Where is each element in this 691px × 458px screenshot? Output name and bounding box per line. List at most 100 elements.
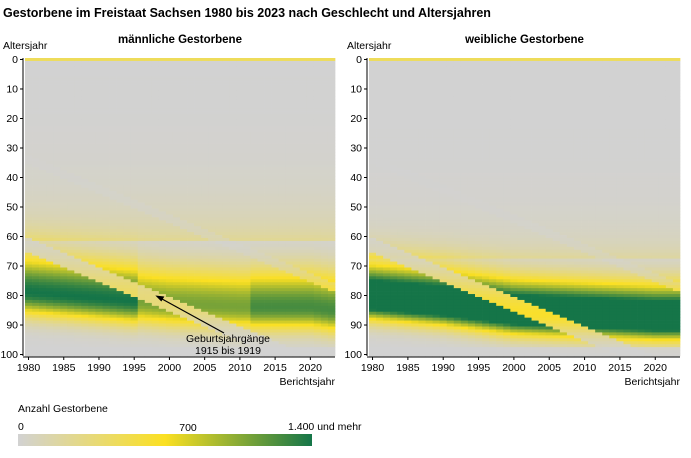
heat-cell — [158, 264, 167, 268]
heat-cell — [172, 211, 181, 215]
heat-cell — [180, 240, 188, 245]
heat-cell — [60, 232, 68, 236]
heat-cell — [46, 93, 54, 97]
heat-cell — [369, 350, 377, 354]
heat-cell — [81, 164, 89, 168]
heat-cell — [172, 152, 181, 156]
heat-cell — [158, 211, 167, 215]
heat-cell — [313, 223, 322, 227]
y-tick-label: 80 — [6, 290, 18, 302]
heat-cell — [278, 205, 287, 209]
heat-cell — [102, 102, 110, 106]
heat-cell — [292, 66, 301, 71]
heat-cell — [369, 211, 377, 215]
heat-cell — [39, 102, 47, 106]
heat-cell — [327, 264, 336, 268]
heat-cell — [53, 276, 61, 280]
heat-cell — [201, 285, 209, 289]
heat-cell — [383, 111, 391, 115]
heat-cell — [151, 240, 160, 245]
heat-cell — [215, 320, 223, 324]
heat-cell — [390, 143, 398, 147]
heat-cell — [130, 149, 139, 153]
heat-cell — [46, 167, 54, 171]
heat-cell — [144, 267, 153, 271]
heat-cell — [102, 323, 110, 327]
heat-cell — [137, 350, 146, 354]
heat-cell — [383, 202, 391, 206]
heat-cell — [306, 119, 315, 124]
heat-cell — [67, 341, 75, 345]
heat-cell — [201, 60, 209, 65]
heat-cell — [397, 161, 405, 165]
heat-cell — [39, 196, 47, 200]
heat-cell — [172, 187, 181, 192]
heat-cell — [383, 226, 391, 230]
heat-cell — [271, 229, 279, 233]
heat-cell — [397, 60, 405, 65]
heat-cell — [257, 276, 265, 280]
heat-cell — [144, 323, 153, 327]
heat-cell — [222, 93, 230, 97]
heat-cell — [229, 131, 237, 136]
heat-cell — [88, 296, 96, 301]
heat-cell — [67, 211, 75, 215]
heat-cell — [376, 267, 384, 271]
heat-cell — [271, 125, 279, 130]
heat-cell — [53, 288, 61, 292]
heat-cell — [222, 323, 230, 327]
heat-cell — [25, 205, 33, 209]
heat-cell — [88, 117, 96, 121]
heat-cell — [158, 184, 167, 189]
heat-cell — [215, 240, 223, 245]
heat-cell — [369, 240, 377, 245]
heat-cell — [313, 205, 322, 209]
heat-cell — [130, 294, 139, 298]
heat-cell — [299, 105, 308, 109]
heat-cell — [313, 137, 322, 141]
heat-cell — [39, 296, 47, 301]
heat-cell — [201, 181, 209, 186]
heat-cell — [306, 338, 315, 342]
heat-cell — [320, 279, 329, 283]
heat-cell — [74, 173, 82, 177]
heat-cell — [306, 255, 315, 259]
heat-cell — [229, 60, 237, 65]
heat-cell — [123, 187, 132, 192]
heat-cell — [271, 249, 279, 254]
heat-cell — [32, 235, 40, 239]
heat-cell — [187, 258, 195, 262]
heat-cell — [81, 237, 89, 242]
heat-cell — [53, 146, 61, 150]
heat-cell — [158, 81, 167, 85]
heat-cell — [292, 294, 301, 298]
heat-cell — [264, 199, 272, 203]
heat-cell — [151, 329, 160, 333]
heat-cell — [313, 267, 322, 271]
heat-cell — [320, 276, 329, 280]
heat-cell — [60, 119, 68, 124]
heat-cell — [285, 276, 294, 280]
heat-cell — [194, 193, 202, 198]
heat-cell — [102, 296, 110, 301]
heat-cell — [180, 249, 188, 254]
heat-cell — [208, 235, 216, 239]
heat-cell — [313, 344, 322, 348]
heat-cell — [194, 229, 202, 233]
heat-cell — [102, 155, 110, 159]
heat-cell — [243, 267, 251, 271]
heat-cell — [327, 170, 336, 174]
heat-cell — [158, 84, 167, 88]
heat-cell — [285, 105, 294, 109]
heat-cell — [144, 143, 153, 147]
heat-cell — [194, 273, 202, 277]
heat-cell — [102, 214, 110, 218]
heat-cell — [292, 205, 301, 209]
heat-cell — [123, 81, 132, 85]
heat-cell — [180, 323, 188, 327]
heat-cell — [306, 96, 315, 100]
heat-cell — [222, 81, 230, 85]
heat-cell — [229, 288, 237, 292]
heat-cell — [137, 167, 146, 171]
heat-cell — [32, 196, 40, 200]
